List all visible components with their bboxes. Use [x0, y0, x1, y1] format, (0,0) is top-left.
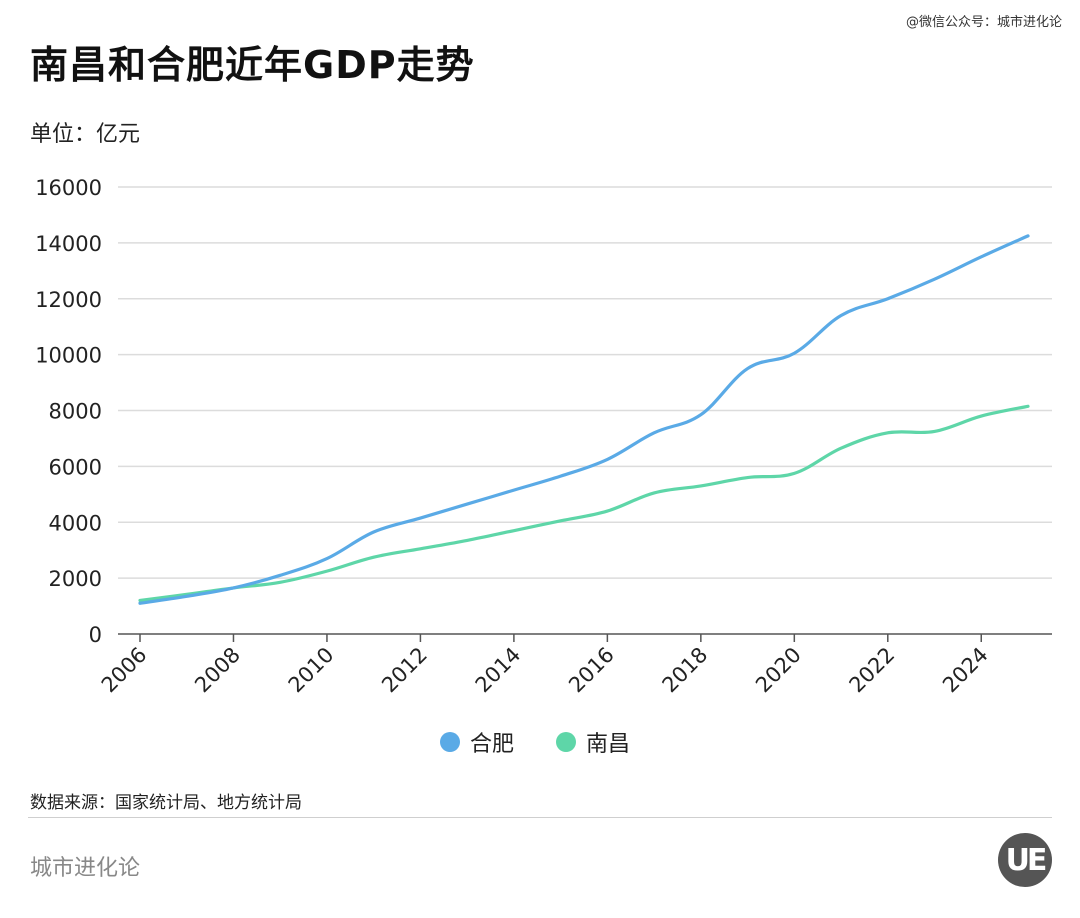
- legend-dot-hefei: [440, 732, 460, 752]
- x-tick-label: 2010: [284, 643, 339, 698]
- y-tick-label: 4000: [49, 511, 102, 535]
- top-credit: @微信公众号：城市进化论: [905, 15, 1062, 30]
- y-tick-label: 2000: [49, 567, 102, 591]
- x-tick-label: 2016: [564, 643, 619, 698]
- legend-label-hefei: 合肥: [470, 732, 515, 757]
- data-source: 数据来源：国家统计局、地方统计局: [30, 793, 302, 813]
- brand-logo-icon: UE: [998, 833, 1052, 887]
- x-tick-label: 2024: [938, 643, 993, 698]
- unit-label: 单位：亿元: [30, 122, 141, 147]
- y-tick-label: 12000: [35, 288, 102, 312]
- y-tick-label: 10000: [35, 344, 102, 368]
- series-line-hefei: [138, 234, 1030, 605]
- y-tick-label: 14000: [35, 232, 102, 256]
- series-line-nanchang: [138, 404, 1030, 603]
- legend-item-nanchang[interactable]: 南昌: [556, 726, 630, 758]
- legend-label-nanchang: 南昌: [586, 732, 631, 757]
- y-tick-label: 0: [89, 623, 102, 647]
- chart-title: 南昌和合肥近年GDP走势: [30, 43, 475, 87]
- x-tick-label: 2020: [751, 643, 806, 698]
- grid-lines: [118, 186, 1052, 579]
- legend-item-hefei[interactable]: 合肥: [440, 726, 514, 758]
- x-axis: [118, 633, 1052, 642]
- legend-dot-nanchang: [556, 732, 577, 752]
- x-tick-label: 2012: [377, 643, 432, 698]
- x-tick-label: 2008: [190, 643, 245, 698]
- y-tick-label: 16000: [35, 176, 102, 200]
- series-lines: [138, 234, 1030, 605]
- footer-brand: 城市进化论: [30, 856, 141, 881]
- legend: 合肥 南昌: [440, 726, 630, 758]
- y-tick-labels: 0 2000 4000 6000 8000 10000 12000 14000 16000: [35, 176, 102, 647]
- x-tick-labels: 2006 2008 2010 2012 2014 2016 2018 2020 2022 2024: [97, 643, 993, 698]
- divider: [28, 817, 1052, 818]
- x-tick-label: 2022: [845, 643, 900, 698]
- x-tick-label: 2006: [97, 643, 152, 698]
- x-tick-label: 2018: [658, 643, 713, 698]
- x-tick-label: 2014: [471, 643, 526, 698]
- y-tick-label: 6000: [49, 455, 102, 479]
- y-tick-label: 8000: [49, 400, 102, 424]
